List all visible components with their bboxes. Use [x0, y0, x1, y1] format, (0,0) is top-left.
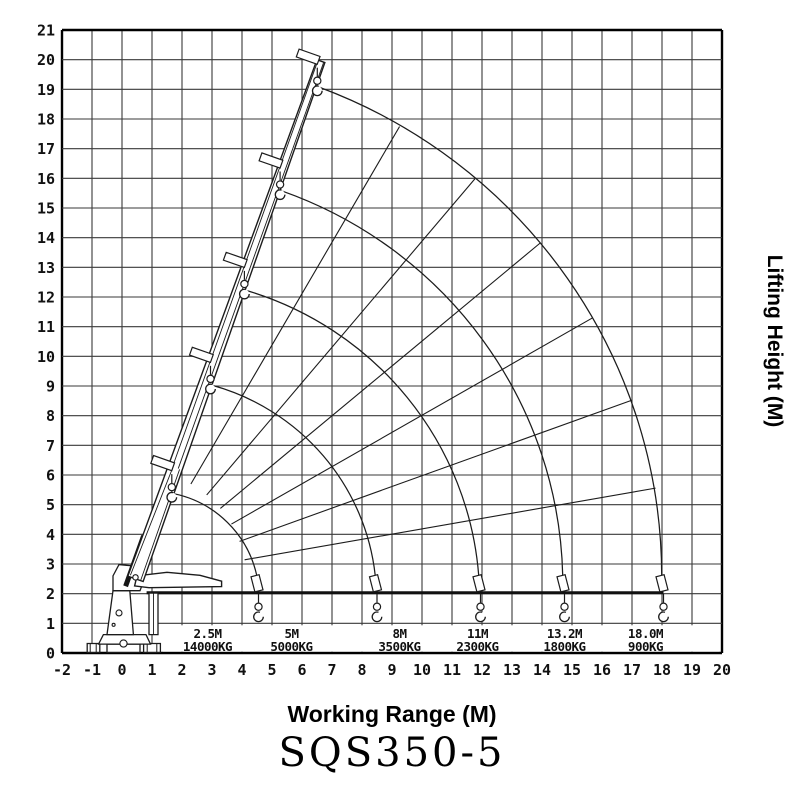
x-tick-label: 18: [653, 661, 671, 679]
x-tick-label: 14: [533, 661, 551, 679]
grid-layer: [60, 28, 724, 655]
x-tick-label: -2: [53, 661, 71, 679]
labels-layer: -2 -1 0 1 2 3 4 5 6 7 8 9 10 11 12 13 14 15 16 17 18 19 200123…: [37, 21, 731, 679]
capacity-load-label: 900KG: [628, 639, 663, 654]
y-tick-label: 16: [37, 170, 55, 188]
x-tick-label: 7: [327, 661, 336, 679]
capacity-load-label: 5000KG: [270, 639, 312, 654]
x-tick-label: 19: [683, 661, 701, 679]
x-tick-label: 11: [443, 661, 461, 679]
y-tick-label: 6: [46, 466, 55, 484]
capacity-load-label: 3500KG: [378, 639, 420, 654]
y-tick-label: 1: [46, 615, 55, 633]
x-tick-label: 13: [503, 661, 521, 679]
y-tick-label: 19: [37, 81, 55, 99]
capacity-range-label: 13.2M: [547, 626, 582, 641]
y-tick-label: 14: [37, 229, 55, 247]
x-tick-label: 15: [563, 661, 581, 679]
y-tick-label: 15: [37, 199, 55, 217]
boom-tip-markers-layer: [150, 48, 669, 623]
x-tick-label: 5: [267, 661, 276, 679]
working-envelope-layer: [146, 86, 664, 595]
x-tick-label: 17: [623, 661, 641, 679]
model-title: SQS350-5: [279, 730, 506, 776]
y-tick-label: 18: [37, 110, 55, 128]
y-tick-label: 2: [46, 585, 55, 603]
capacity-range-label: 2.5M: [193, 626, 221, 641]
y-tick-label: 17: [37, 140, 55, 158]
capacity-load-label: 14000KG: [183, 639, 232, 654]
capacity-range-label: 5M: [284, 626, 298, 641]
y-tick-label: 20: [37, 51, 55, 69]
y-tick-label: 13: [37, 259, 55, 277]
capacity-load-label: 2300KG: [456, 639, 498, 654]
x-tick-label: 16: [593, 661, 611, 679]
x-tick-label: 0: [117, 661, 126, 679]
x-tick-label: 10: [413, 661, 431, 679]
y-tick-label: 12: [37, 288, 55, 306]
x-tick-label: 6: [297, 661, 306, 679]
y-tick-label: 9: [46, 377, 55, 395]
y-tick-label: 10: [37, 348, 55, 366]
x-tick-label: 8: [357, 661, 366, 679]
y-tick-label: 5: [46, 496, 55, 514]
y-tick-label: 0: [46, 645, 55, 663]
y-axis-title: Lifting Height (M): [763, 255, 786, 428]
x-tick-label: 2: [177, 661, 186, 679]
x-axis-title: Working Range (M): [287, 701, 496, 727]
x-tick-label: 1: [147, 661, 156, 679]
x-tick-label: -1: [83, 661, 101, 679]
x-tick-label: 9: [387, 661, 396, 679]
capacity-range-label: 18.0M: [628, 626, 663, 641]
x-tick-label: 4: [237, 661, 246, 679]
crane-drawing-layer: [86, 58, 326, 654]
y-tick-label: 4: [46, 526, 55, 544]
y-tick-label: 8: [46, 407, 55, 425]
x-tick-label: 20: [713, 661, 731, 679]
capacity-range-label: 8M: [392, 626, 406, 641]
y-tick-label: 3: [46, 555, 55, 573]
y-tick-label: 11: [37, 318, 55, 336]
y-tick-label: 21: [37, 21, 55, 39]
capacity-range-label: 11M: [467, 626, 488, 641]
x-tick-label: 3: [207, 661, 216, 679]
x-tick-label: 12: [473, 661, 491, 679]
capacity-load-label: 1800KG: [543, 639, 585, 654]
y-tick-label: 7: [46, 437, 55, 455]
